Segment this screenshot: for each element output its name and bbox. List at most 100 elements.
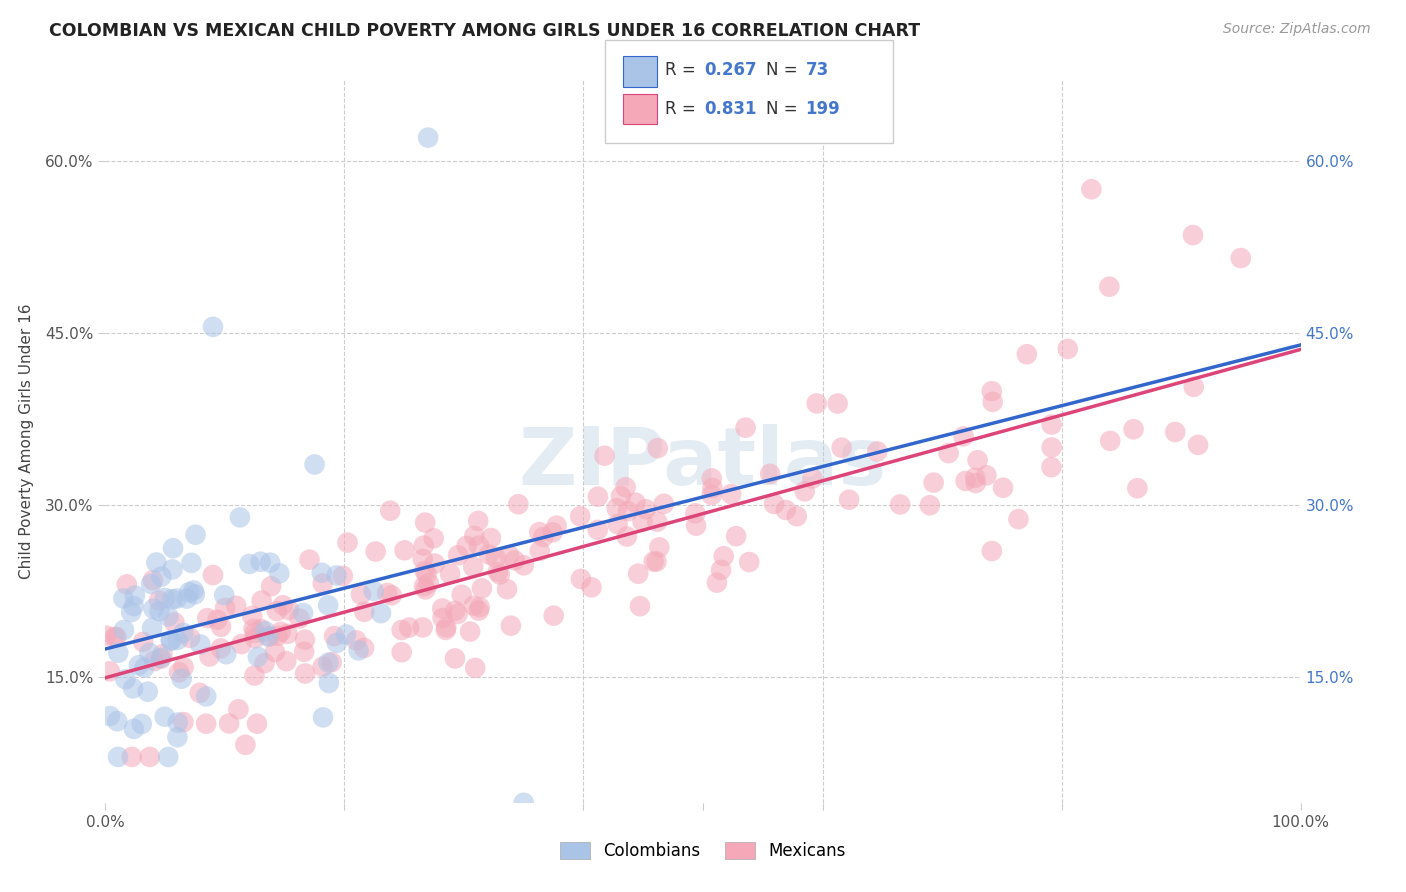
Point xyxy=(1181,228,1204,243)
Point xyxy=(218,716,240,731)
Point xyxy=(413,516,436,530)
Point xyxy=(131,717,153,731)
Point xyxy=(202,319,225,334)
Point xyxy=(264,645,287,659)
Point xyxy=(183,583,205,598)
Point xyxy=(145,556,167,570)
Point xyxy=(606,517,628,532)
Point xyxy=(172,715,194,730)
Point xyxy=(288,611,311,625)
Point xyxy=(124,589,146,603)
Point xyxy=(1080,182,1102,196)
Point xyxy=(1187,438,1209,452)
Point xyxy=(652,497,675,511)
Point xyxy=(266,629,288,643)
Point xyxy=(166,715,188,730)
Point xyxy=(353,605,375,619)
Point xyxy=(312,710,335,724)
Point xyxy=(418,576,440,591)
Point xyxy=(136,684,159,698)
Point xyxy=(647,441,669,455)
Point xyxy=(259,556,281,570)
Point xyxy=(628,599,651,614)
Point xyxy=(240,608,263,623)
Point xyxy=(423,557,446,571)
Point xyxy=(734,420,756,434)
Point xyxy=(648,541,671,555)
Point xyxy=(166,591,188,606)
Point xyxy=(763,497,786,511)
Point xyxy=(1040,460,1063,475)
Point xyxy=(98,665,121,679)
Point xyxy=(292,645,315,659)
Point xyxy=(114,672,136,686)
Point xyxy=(198,649,221,664)
Point xyxy=(188,637,211,651)
Point xyxy=(157,750,180,764)
Point xyxy=(249,555,271,569)
Point xyxy=(323,629,346,643)
Point xyxy=(478,548,501,562)
Point xyxy=(634,502,657,516)
Point xyxy=(209,641,232,656)
Point xyxy=(246,649,269,664)
Point xyxy=(325,568,347,582)
Point xyxy=(364,544,387,558)
Point xyxy=(209,620,232,634)
Text: Source: ZipAtlas.com: Source: ZipAtlas.com xyxy=(1223,22,1371,37)
Point xyxy=(250,593,273,607)
Point xyxy=(432,601,454,615)
Point xyxy=(260,579,283,593)
Point xyxy=(316,599,339,613)
Point xyxy=(231,637,253,651)
Point xyxy=(529,544,551,558)
Point xyxy=(980,544,1002,558)
Point xyxy=(513,796,536,810)
Point xyxy=(586,523,609,537)
Point xyxy=(278,603,301,617)
Y-axis label: Child Poverty Among Girls Under 16: Child Poverty Among Girls Under 16 xyxy=(20,304,34,579)
Point xyxy=(160,633,183,648)
Point xyxy=(132,635,155,649)
Point xyxy=(456,539,478,553)
Point xyxy=(624,496,647,510)
Point xyxy=(543,608,565,623)
Point xyxy=(298,552,321,566)
Point xyxy=(529,525,551,540)
Point xyxy=(294,666,316,681)
Point xyxy=(463,529,485,543)
Point xyxy=(1040,417,1063,432)
Point xyxy=(706,575,728,590)
Point xyxy=(336,535,359,549)
Point xyxy=(952,429,974,443)
Point xyxy=(243,626,266,640)
Point xyxy=(1229,251,1251,265)
Text: 0.831: 0.831 xyxy=(704,100,756,118)
Point xyxy=(143,654,166,668)
Point xyxy=(243,632,266,646)
Point xyxy=(1126,481,1149,495)
Point xyxy=(1182,380,1205,394)
Point xyxy=(786,509,808,524)
Point xyxy=(713,549,735,564)
Point xyxy=(738,555,761,569)
Point xyxy=(253,656,276,670)
Point xyxy=(159,633,181,648)
Point xyxy=(503,553,526,567)
Point xyxy=(631,515,654,529)
Point xyxy=(311,566,333,580)
Point xyxy=(332,569,354,583)
Point xyxy=(685,506,707,520)
Point xyxy=(1015,347,1038,361)
Point xyxy=(294,632,316,647)
Point xyxy=(965,471,987,485)
Point xyxy=(173,660,195,674)
Point xyxy=(645,555,668,569)
Point xyxy=(266,604,288,618)
Point xyxy=(162,541,184,556)
Point xyxy=(96,629,118,643)
Point xyxy=(148,604,170,618)
Point xyxy=(184,527,207,541)
Point xyxy=(793,484,815,499)
Point xyxy=(370,606,392,620)
